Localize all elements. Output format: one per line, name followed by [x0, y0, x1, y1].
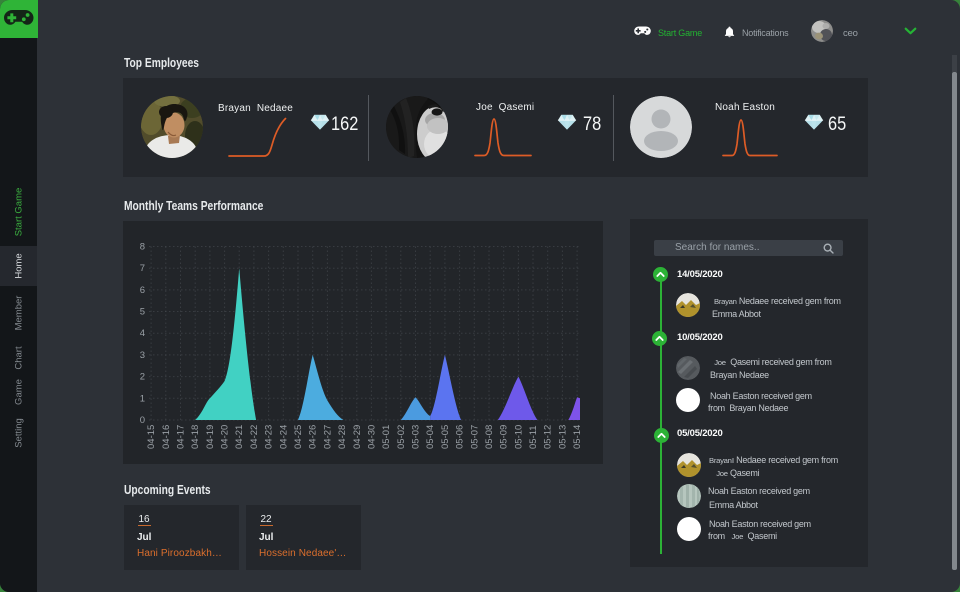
svg-text:04-17: 04-17 — [176, 425, 187, 449]
svg-text:2: 2 — [140, 372, 145, 383]
svg-text:05-04: 05-04 — [425, 425, 436, 449]
svg-text:1: 1 — [140, 393, 145, 404]
svg-text:04-23: 04-23 — [264, 425, 275, 449]
svg-text:04-16: 04-16 — [161, 425, 172, 449]
svg-text:05-09: 05-09 — [499, 425, 510, 449]
svg-text:04-28: 04-28 — [337, 425, 348, 449]
svg-text:6: 6 — [140, 285, 145, 296]
svg-text:7: 7 — [140, 263, 145, 274]
svg-text:04-30: 04-30 — [366, 425, 377, 449]
svg-text:0: 0 — [140, 415, 145, 426]
svg-text:04-15: 04-15 — [146, 425, 157, 449]
svg-text:05-13: 05-13 — [557, 425, 568, 449]
svg-text:04-29: 04-29 — [352, 425, 363, 449]
svg-text:04-18: 04-18 — [190, 425, 201, 449]
svg-text:04-24: 04-24 — [278, 425, 289, 449]
svg-text:05-12: 05-12 — [543, 425, 554, 449]
svg-text:04-20: 04-20 — [220, 425, 231, 449]
svg-text:05-10: 05-10 — [513, 425, 524, 449]
svg-text:4: 4 — [140, 328, 145, 339]
svg-text:05-05: 05-05 — [440, 425, 451, 449]
svg-text:05-14: 05-14 — [572, 425, 583, 449]
svg-text:04-25: 04-25 — [293, 425, 304, 449]
svg-text:05-03: 05-03 — [411, 425, 422, 449]
svg-text:04-21: 04-21 — [234, 425, 245, 449]
svg-text:8: 8 — [140, 242, 145, 253]
svg-text:05-01: 05-01 — [381, 425, 392, 449]
svg-text:05-02: 05-02 — [396, 425, 407, 449]
svg-text:04-19: 04-19 — [205, 425, 216, 449]
svg-text:05-11: 05-11 — [528, 425, 539, 449]
svg-text:05-07: 05-07 — [469, 425, 480, 449]
svg-text:05-06: 05-06 — [455, 425, 466, 449]
svg-text:04-22: 04-22 — [249, 425, 260, 449]
svg-text:04-26: 04-26 — [308, 425, 319, 449]
svg-text:3: 3 — [140, 350, 145, 361]
svg-text:04-27: 04-27 — [322, 425, 333, 449]
svg-text:5: 5 — [140, 307, 145, 318]
svg-text:05-08: 05-08 — [484, 425, 495, 449]
